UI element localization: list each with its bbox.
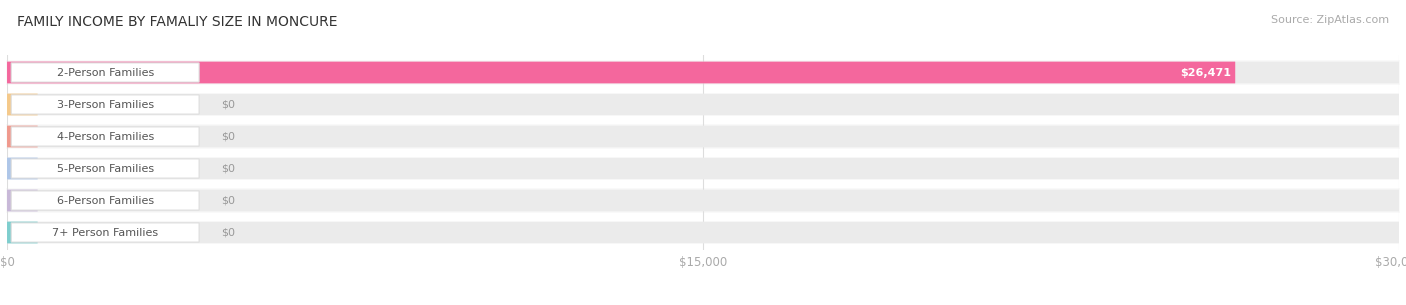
Text: 5-Person Families: 5-Person Families — [56, 163, 153, 174]
FancyBboxPatch shape — [11, 191, 200, 210]
FancyBboxPatch shape — [11, 223, 200, 242]
FancyBboxPatch shape — [7, 158, 38, 179]
FancyBboxPatch shape — [6, 60, 1400, 85]
FancyBboxPatch shape — [6, 188, 1400, 213]
FancyBboxPatch shape — [7, 190, 1399, 211]
FancyBboxPatch shape — [6, 156, 1400, 181]
FancyBboxPatch shape — [7, 62, 1399, 83]
FancyBboxPatch shape — [11, 63, 200, 82]
Text: 4-Person Families: 4-Person Families — [56, 131, 153, 142]
Text: 3-Person Families: 3-Person Families — [56, 99, 153, 109]
FancyBboxPatch shape — [11, 159, 200, 178]
FancyBboxPatch shape — [7, 62, 1236, 83]
FancyBboxPatch shape — [6, 124, 1400, 149]
FancyBboxPatch shape — [11, 127, 200, 146]
FancyBboxPatch shape — [7, 190, 38, 211]
FancyBboxPatch shape — [6, 220, 1400, 245]
FancyBboxPatch shape — [7, 158, 1399, 179]
Text: 2-Person Families: 2-Person Families — [56, 67, 153, 77]
Text: $0: $0 — [221, 99, 235, 109]
FancyBboxPatch shape — [7, 94, 38, 115]
FancyBboxPatch shape — [11, 95, 200, 114]
Text: $0: $0 — [221, 131, 235, 142]
Text: 7+ Person Families: 7+ Person Families — [52, 228, 159, 238]
Text: $0: $0 — [221, 228, 235, 238]
Text: $0: $0 — [221, 196, 235, 206]
FancyBboxPatch shape — [7, 94, 1399, 115]
FancyBboxPatch shape — [7, 222, 1399, 243]
Text: FAMILY INCOME BY FAMALIY SIZE IN MONCURE: FAMILY INCOME BY FAMALIY SIZE IN MONCURE — [17, 15, 337, 29]
Text: $0: $0 — [221, 163, 235, 174]
FancyBboxPatch shape — [7, 126, 1399, 147]
Text: $26,471: $26,471 — [1180, 67, 1232, 77]
Text: Source: ZipAtlas.com: Source: ZipAtlas.com — [1271, 15, 1389, 25]
FancyBboxPatch shape — [7, 222, 38, 243]
FancyBboxPatch shape — [6, 92, 1400, 117]
Text: 6-Person Families: 6-Person Families — [56, 196, 153, 206]
FancyBboxPatch shape — [7, 126, 38, 147]
